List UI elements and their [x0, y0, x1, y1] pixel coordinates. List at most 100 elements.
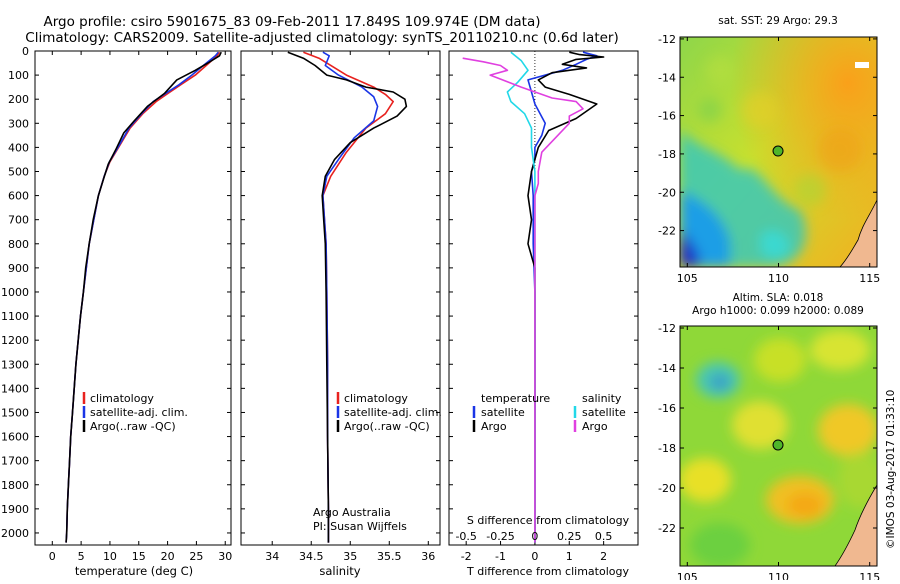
difference-series: [462, 51, 605, 543]
legend-label-argo: Argo(..raw -QC): [344, 420, 430, 433]
series-line-climatology: [65, 51, 221, 543]
depth-axis: 0 100 200 300 400 500 600 700 800 900 1000 1100 1200…: [1, 45, 29, 540]
t-difference-label: T difference from climatology: [466, 565, 629, 578]
figure-title-line1: Argo profile: csiro 5901675_83 09-Feb-20…: [44, 14, 541, 30]
series-line-salinity-satellite: [506, 51, 536, 543]
depth-tick-label: 400: [8, 141, 29, 154]
lon-tick-label: 105: [677, 272, 698, 285]
legend-label-temp-satellite: satellite: [481, 406, 525, 419]
depth-tick-label: 900: [8, 262, 29, 275]
depth-tick-label: 1600: [1, 431, 29, 444]
x-tick-label: -1: [495, 550, 506, 563]
argo-float-marker: [772, 145, 784, 157]
legend-label-argo: Argo(..raw -QC): [90, 420, 176, 433]
sst-map-axes: 105 110 115 -12 -14 -16 -18 -20 -22: [658, 33, 880, 285]
legend-label-sal-argo: Argo: [582, 420, 608, 433]
sst-map: sat. SST: 29 Argo: 29.3: [658, 15, 880, 285]
x-tick-label: -2: [461, 550, 472, 563]
depth-tick-label: 1000: [1, 286, 29, 299]
x-tick-label: 5: [78, 550, 85, 563]
lon-tick-label: 105: [677, 571, 698, 580]
s-tick-label: 0.5: [595, 530, 613, 543]
imos-credit: ©IMOS 03-Aug-2017 01:33:10: [885, 390, 897, 549]
temperature-legend: climatology satellite-adj. clim. Argo(..…: [82, 392, 188, 433]
s-tick-label: -0.5: [455, 530, 476, 543]
s-difference-label: S difference from climatology: [467, 514, 630, 527]
salinity-xlabel: salinity: [319, 564, 360, 578]
lat-tick-label: -14: [658, 362, 676, 375]
sst-map-title: sat. SST: 29 Argo: 29.3: [718, 15, 838, 27]
lat-tick-label: -22: [658, 225, 676, 238]
x-tick-label: 25: [189, 550, 203, 563]
lat-tick-label: -20: [658, 186, 676, 199]
temperature-ticks: 0 5 10 15 20 25 30: [35, 50, 232, 563]
difference-legend: temperature salinity satellite Argo sate…: [472, 392, 626, 433]
depth-tick-label: 1200: [1, 334, 29, 347]
lat-tick-label: -18: [658, 148, 676, 161]
depth-tick-label: 300: [8, 117, 29, 130]
s-tick-label: 0: [531, 530, 538, 543]
lat-tick-label: -14: [658, 71, 676, 84]
x-tick-label: 0: [531, 550, 538, 563]
s-difference-tick-labels: -0.5 -0.25 0 0.25 0.5: [455, 530, 612, 543]
figure-title-line2: Climatology: CARS2009. Satellite-adjuste…: [25, 30, 618, 46]
temperature-panel-frame: [34, 50, 232, 546]
x-tick-label: 35: [343, 550, 357, 563]
depth-tick-label: 1900: [1, 503, 29, 516]
salinity-panel-frame: [240, 50, 441, 546]
x-tick-label: 30: [218, 550, 232, 563]
difference-ticks: -2 -1 0 1 2: [449, 50, 638, 563]
legend-title-temperature: temperature: [481, 392, 550, 405]
series-line-salinity-argo: [462, 57, 584, 543]
sla-anomalies: [680, 330, 877, 566]
pi-label: PI: Susan Wijffels: [313, 520, 407, 533]
legend-label-satellite: satellite-adj. clim.: [90, 406, 188, 419]
depth-tick-label: 600: [8, 190, 29, 203]
temperature-panel: 0 5 10 15 20 25 30 0 100 200 300 400 500 600 700 800 90…: [1, 45, 232, 578]
x-tick-label: 36: [421, 550, 435, 563]
depth-tick-label: 0: [22, 45, 29, 58]
x-tick-label: 10: [103, 550, 117, 563]
sla-coastline: [834, 484, 877, 566]
temperature-series: [65, 51, 222, 543]
lon-tick-label: 115: [859, 272, 880, 285]
sst-texture: [698, 56, 862, 206]
sla-map-title: Altim. SLA: 0.018: [733, 292, 824, 304]
series-line-temperature-satellite: [527, 51, 598, 543]
depth-tick-label: 1700: [1, 455, 29, 468]
legend-label-sal-satellite: satellite: [582, 406, 626, 419]
salinity-series: [287, 51, 408, 543]
lat-tick-label: -20: [658, 482, 676, 495]
depth-tick-label: 800: [8, 238, 29, 251]
lon-tick-label: 110: [768, 272, 789, 285]
legend-label-temp-argo: Argo: [481, 420, 507, 433]
series-line-argo-raw-qc: [65, 51, 222, 543]
salinity-ticks: 34 34.5 35 35.5 36: [241, 50, 440, 563]
legend-label-climatology: climatology: [90, 392, 154, 405]
x-tick-label: 0: [49, 550, 56, 563]
lat-tick-label: -12: [658, 322, 676, 335]
series-line-argo-raw-qc: [287, 51, 408, 543]
x-tick-label: 34: [265, 550, 279, 563]
sst-cool-region: [680, 130, 806, 267]
institution-label: Argo Australia: [313, 506, 391, 519]
depth-tick-label: 1800: [1, 479, 29, 492]
lon-tick-label: 115: [859, 571, 880, 580]
legend-label-climatology: climatology: [344, 392, 408, 405]
x-tick-label: 15: [132, 550, 146, 563]
depth-tick-label: 200: [8, 93, 29, 106]
salinity-panel: 34 34.5 35 35.5 36 climatology satellite-adj…: [240, 50, 442, 578]
sla-map-axes: 105 110 115 -12 -14 -16 -18 -20 -22: [658, 322, 880, 584]
salinity-legend: climatology satellite-adj. clim. Argo(..…: [336, 392, 442, 433]
sst-missing-data: [855, 62, 869, 68]
x-tick-label: 20: [161, 550, 175, 563]
depth-tick-label: 1100: [1, 310, 29, 323]
lat-tick-label: -12: [658, 33, 676, 46]
depth-tick-label: 2000: [1, 527, 29, 540]
depth-tick-label: 100: [8, 69, 29, 82]
lat-tick-label: -16: [658, 402, 676, 415]
legend-label-satellite: satellite-adj. clim.: [344, 406, 442, 419]
legend-title-salinity: salinity: [582, 392, 622, 405]
x-tick-label: 35.5: [377, 550, 402, 563]
